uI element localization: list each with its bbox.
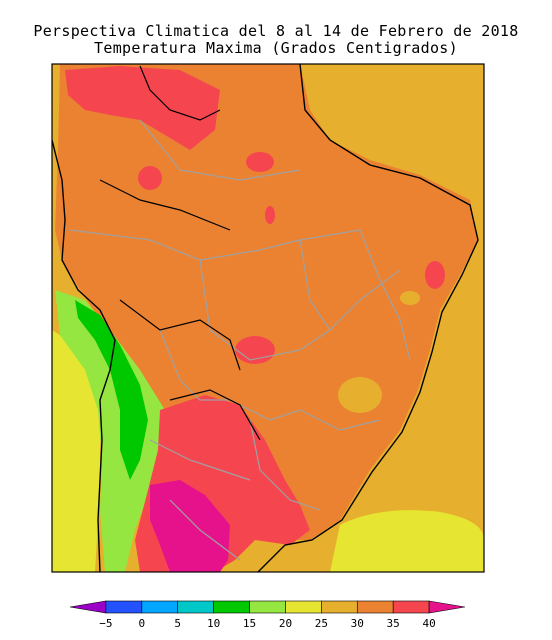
legend-tick-label: 20 (279, 617, 292, 630)
andes-cold-band (75, 300, 148, 480)
country-borders (99, 65, 261, 441)
legend-color-cell (213, 600, 250, 614)
extreme-patch (150, 480, 230, 572)
legend-color-cell (105, 600, 143, 614)
legend-color-cell (141, 600, 179, 614)
legend-tick-label: 0 (139, 617, 146, 630)
legend-color-cell (428, 600, 466, 614)
legend-tick-label: 25 (315, 617, 328, 630)
pacific-mild-zone (52, 330, 100, 572)
atlantic-mild-zone (330, 510, 484, 572)
hot-patch-small-3 (265, 206, 275, 224)
legend-color-cell (249, 600, 286, 614)
legend-tick-label: 40 (422, 617, 435, 630)
hot-patch-north (65, 66, 220, 150)
legend-color-cell (392, 600, 430, 614)
hot-patch-small-5 (425, 261, 445, 289)
legend-color-cell (177, 600, 214, 614)
legend-color-cell (69, 600, 107, 614)
legend-tick-label: 30 (351, 617, 364, 630)
legend-color-cell (321, 600, 358, 614)
map-frame (51, 63, 485, 573)
state-boundaries (69, 119, 411, 561)
legend-tick-label: 5 (174, 617, 181, 630)
hot-patch-small-1 (138, 166, 162, 190)
warm-spot-1 (338, 377, 382, 413)
andes-cool-band (55, 290, 165, 572)
pacific-coastline (52, 139, 116, 572)
legend-tick-label: 10 (207, 617, 220, 630)
legend-tick-label: −5 (99, 617, 112, 630)
legend-tick-label: 35 (387, 617, 400, 630)
map-subtitle: Temperatura Maxima (Grados Centigrados) (94, 39, 458, 57)
map-title: Perspectiva Climatica del 8 al 14 de Feb… (33, 22, 519, 40)
warm-spot-2 (400, 291, 420, 305)
legend-color-cell (356, 600, 394, 614)
legend-color-cell (285, 600, 322, 614)
legend-tick-label: 15 (243, 617, 256, 630)
atlantic-coastline (257, 64, 479, 572)
hot-patch-small-2 (246, 152, 274, 172)
